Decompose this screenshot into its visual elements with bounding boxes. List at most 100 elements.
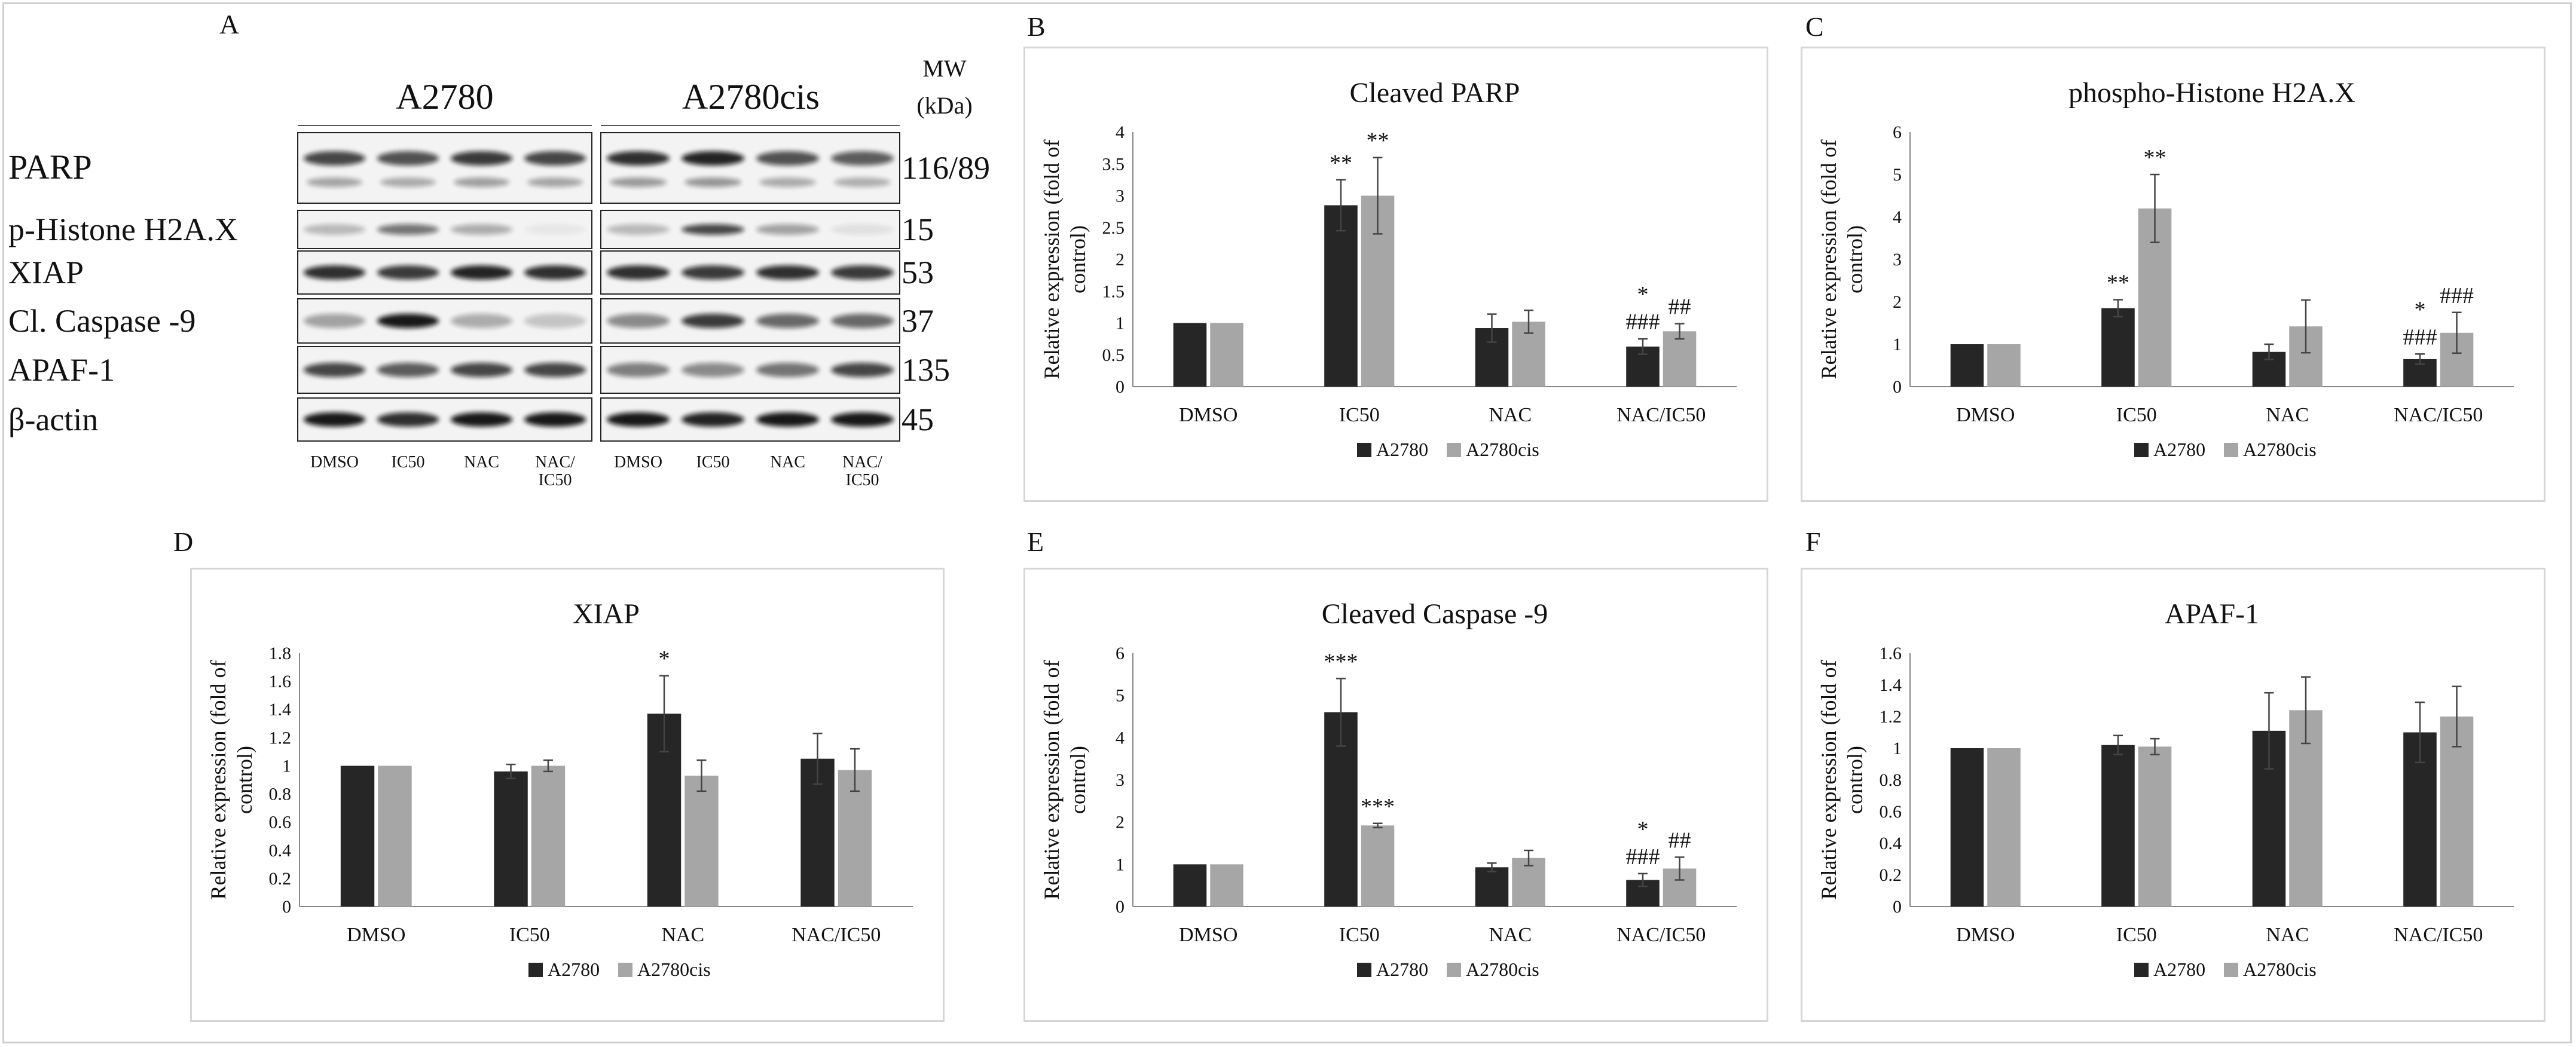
blot-lane-label: IC50 <box>392 453 425 472</box>
blot-band <box>607 151 670 166</box>
blot-band <box>377 363 439 377</box>
x-tick-label: NAC/IC50 <box>792 924 881 946</box>
y-tick-label: 0.5 <box>1102 345 1125 365</box>
y-tick-label: 3 <box>1116 186 1124 206</box>
legend-label-a2780: A2780 <box>548 959 600 980</box>
y-tick-label: 0 <box>1893 897 1902 917</box>
bar-a2780-ic50 <box>1324 205 1358 387</box>
bar-a2780-ic50 <box>2101 745 2135 907</box>
bar-a2780cis-dmso <box>1210 864 1243 907</box>
y-tick-label: 4 <box>1893 207 1902 227</box>
legend-label-a2780: A2780 <box>2153 439 2205 460</box>
legend-swatch-a2780cis <box>1447 443 1461 457</box>
x-tick-label: DMSO <box>1956 924 2015 946</box>
blot-band <box>831 265 894 280</box>
bar-a2780-ic50 <box>494 771 528 907</box>
blot-band-cleaved <box>380 177 436 187</box>
blot-band <box>450 224 513 235</box>
y-axis-label-cont: control) <box>1066 225 1090 293</box>
bar-a2780cis-nac-ic50 <box>1663 331 1697 387</box>
blot-band <box>756 363 819 377</box>
blot-band <box>756 151 819 166</box>
chart-panel-f: APAF-1 0 0.2 0.4 0.6 0.8 1 1.2 1.4 1.6 Relative ex… <box>1801 568 2546 1022</box>
blot-row-label: XIAP <box>8 255 84 290</box>
blot-band <box>377 224 439 235</box>
legend-swatch-a2780 <box>2134 443 2149 457</box>
x-tick-label: DMSO <box>1179 404 1237 426</box>
blot-lane-label: DMSO <box>614 453 662 472</box>
blot-row-label: p-Histone H2A.X <box>8 212 238 247</box>
y-tick-label: 0 <box>1116 897 1124 917</box>
blot-band <box>831 412 894 427</box>
blot-band <box>607 412 670 427</box>
chart-title: APAF-1 <box>2165 598 2259 630</box>
y-tick-label: 0.6 <box>1880 802 1902 822</box>
blot-row-label: APAF-1 <box>8 352 115 388</box>
blot-band <box>377 151 439 166</box>
x-tick-label: DMSO <box>1956 404 2015 426</box>
bar-a2780cis-dmso <box>1210 323 1243 387</box>
blot-band <box>450 412 513 427</box>
blot-header-a2780cis: A2780cis <box>682 77 820 117</box>
chart-panel-b: Cleaved PARP 0 0.5 1 1.5 2 2.5 3 3.5 4 Relative ex… <box>1023 47 1768 502</box>
blot-band <box>303 314 366 328</box>
legend-swatch-a2780cis <box>2224 963 2238 977</box>
y-tick-label: 1 <box>1116 855 1124 874</box>
significance-mark: * <box>1637 282 1648 307</box>
blot-lane-label: IC50 <box>846 471 879 489</box>
y-tick-label: 2 <box>1893 292 1902 312</box>
y-tick-label: 0 <box>1893 377 1902 397</box>
blot-band <box>756 224 819 235</box>
blot-band <box>682 314 744 328</box>
blot-lane-label: NAC/ <box>842 453 882 472</box>
bar-a2780-dmso <box>1950 344 1984 387</box>
blot-band-cleaved <box>306 177 363 187</box>
y-axis-label: Relative expression (fold of <box>206 660 230 900</box>
significance-mark: ** <box>1330 151 1352 176</box>
panel-label-f: F <box>1805 526 1821 557</box>
blot-row-label: PARP <box>8 148 92 186</box>
legend-label-a2780cis: A2780cis <box>637 959 711 980</box>
mw-header: MW <box>922 55 967 82</box>
legend-label-a2780: A2780 <box>1376 439 1428 460</box>
x-tick-label: NAC/IC50 <box>1617 404 1706 426</box>
panel-label-e: E <box>1027 526 1044 557</box>
significance-mark: * <box>659 647 670 672</box>
blot-header-a2780: A2780 <box>396 77 493 117</box>
blot-band <box>607 265 670 280</box>
significance-mark: ** <box>2107 270 2129 295</box>
blot-band <box>682 363 744 377</box>
blot-band <box>607 314 670 328</box>
blot-band <box>524 151 586 166</box>
blot-band <box>303 265 366 280</box>
y-tick-label: 1.2 <box>1880 707 1902 727</box>
chart-title: Cleaved PARP <box>1350 77 1520 109</box>
blot-lane-label: NAC/ <box>535 453 575 472</box>
y-axis-label-cont: control) <box>1843 746 1867 814</box>
y-tick-label: 5 <box>1893 165 1902 185</box>
mw-header-unit: (kDa) <box>916 92 972 119</box>
y-tick-label: 3.5 <box>1102 154 1125 174</box>
panel-label-a: A <box>219 9 240 39</box>
blot-band <box>450 363 513 377</box>
y-tick-label: 6 <box>1893 123 1902 142</box>
y-tick-label: 2.5 <box>1102 218 1125 238</box>
chart-apaf-1: APAF-1 0 0.2 0.4 0.6 0.8 1 1.2 1.4 1.6 Relative ex… <box>1817 598 2514 980</box>
chart-phospho-histone: phospho-Histone H2A.X 0 1 2 3 4 5 6 Relative exp… <box>1817 77 2514 460</box>
blot-lane-label: NAC <box>464 453 499 472</box>
blot-row-mw: 116/89 <box>902 150 990 186</box>
blot-band <box>756 265 819 280</box>
x-tick-label: NAC/IC50 <box>2394 404 2483 426</box>
legend-swatch-a2780cis <box>618 963 632 977</box>
blot-row-label: β-actin <box>8 402 98 437</box>
panel-label-c: C <box>1805 11 1824 42</box>
legend-label-a2780cis: A2780cis <box>2243 959 2317 980</box>
blot-band <box>831 224 894 235</box>
y-axis-label: Relative expression (fold of <box>1040 660 1064 900</box>
x-tick-label: NAC <box>661 924 704 946</box>
y-axis-label-cont: control) <box>1843 225 1867 293</box>
y-tick-label: 0 <box>1116 377 1124 397</box>
bar-a2780cis-nac <box>685 775 719 907</box>
y-tick-label: 1.2 <box>269 728 292 748</box>
blot-band <box>303 412 366 427</box>
